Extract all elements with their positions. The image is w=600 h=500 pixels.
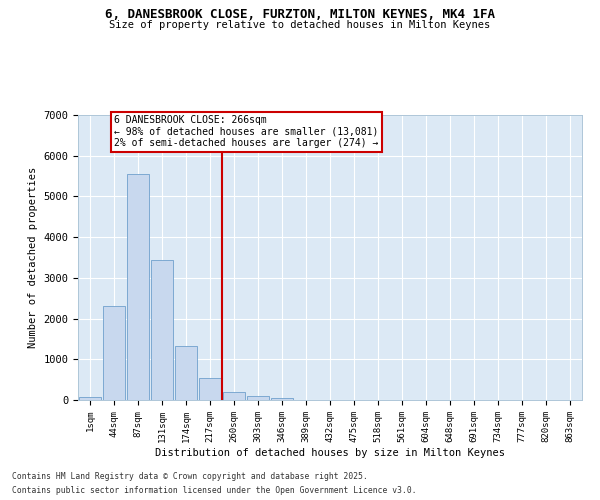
Bar: [127, 174, 149, 400]
Bar: [103, 306, 125, 400]
Text: Contains HM Land Registry data © Crown copyright and database right 2025.: Contains HM Land Registry data © Crown c…: [12, 472, 368, 481]
Bar: [271, 398, 293, 400]
Bar: [151, 260, 173, 400]
Bar: [247, 396, 269, 400]
X-axis label: Distribution of detached houses by size in Milton Keynes: Distribution of detached houses by size …: [155, 448, 505, 458]
Y-axis label: Number of detached properties: Number of detached properties: [28, 167, 38, 348]
Bar: [175, 346, 197, 400]
Bar: [79, 397, 101, 400]
Bar: [223, 392, 245, 400]
Bar: [199, 378, 221, 400]
Text: Contains public sector information licensed under the Open Government Licence v3: Contains public sector information licen…: [12, 486, 416, 495]
Text: Size of property relative to detached houses in Milton Keynes: Size of property relative to detached ho…: [109, 20, 491, 30]
Text: 6 DANESBROOK CLOSE: 266sqm
← 98% of detached houses are smaller (13,081)
2% of s: 6 DANESBROOK CLOSE: 266sqm ← 98% of deta…: [114, 115, 379, 148]
Text: 6, DANESBROOK CLOSE, FURZTON, MILTON KEYNES, MK4 1FA: 6, DANESBROOK CLOSE, FURZTON, MILTON KEY…: [105, 8, 495, 20]
